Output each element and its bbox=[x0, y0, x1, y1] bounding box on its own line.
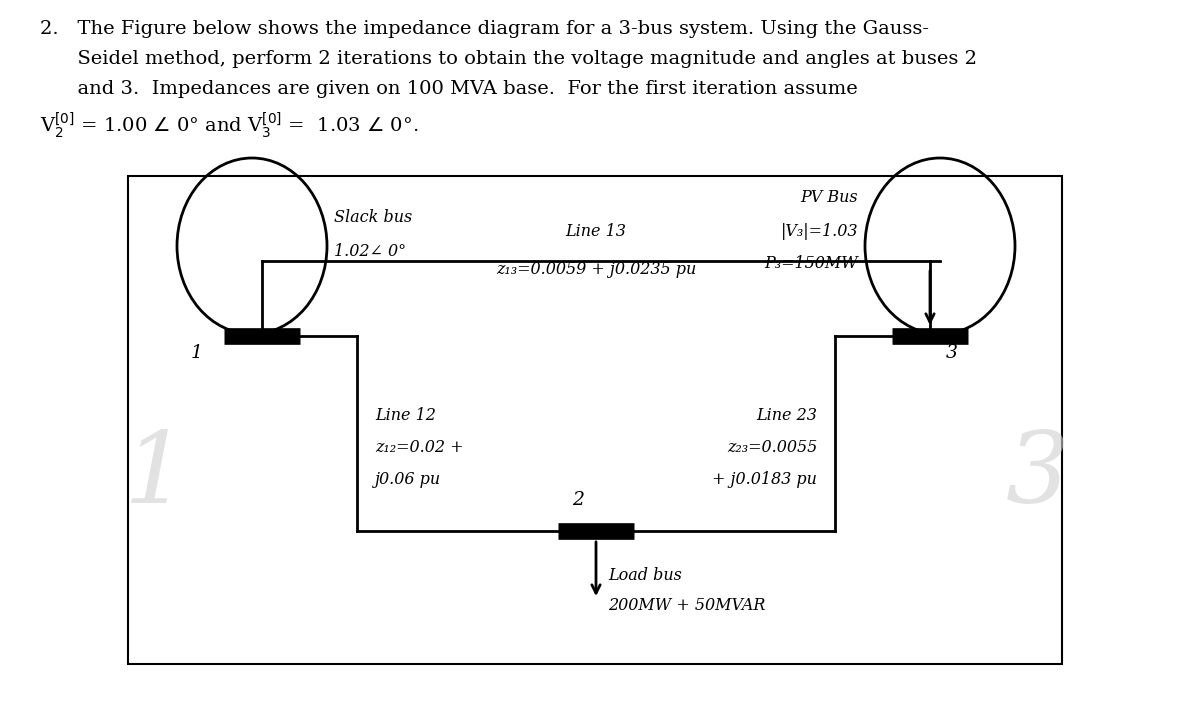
Text: Line 13: Line 13 bbox=[565, 222, 626, 239]
Text: 200MW + 50MVAR: 200MW + 50MVAR bbox=[608, 597, 766, 614]
Text: P₃=150MW: P₃=150MW bbox=[764, 256, 858, 273]
Text: j0.06 pu: j0.06 pu bbox=[374, 472, 442, 489]
Text: |V₃|=1.03: |V₃|=1.03 bbox=[780, 222, 858, 239]
Text: PV Bus: PV Bus bbox=[800, 189, 858, 206]
Text: Seidel method, perform 2 iterations to obtain the voltage magnitude and angles a: Seidel method, perform 2 iterations to o… bbox=[40, 50, 977, 68]
Text: 1: 1 bbox=[191, 344, 203, 362]
Bar bbox=[128, 176, 1062, 664]
Text: 1: 1 bbox=[124, 429, 187, 524]
Text: Slack bus: Slack bus bbox=[334, 210, 413, 227]
Text: V$_2^{[0]}$ = 1.00 $\angle$ 0° and V$_3^{[0]}$ =  1.03 $\angle$ 0°.: V$_2^{[0]}$ = 1.00 $\angle$ 0° and V$_3^… bbox=[40, 110, 419, 140]
Text: 3: 3 bbox=[1006, 429, 1070, 524]
Text: Load bus: Load bus bbox=[608, 568, 682, 585]
Text: 1.02∠ 0°: 1.02∠ 0° bbox=[334, 242, 406, 260]
Text: z₁₃=0.0059 + j0.0235 pu: z₁₃=0.0059 + j0.0235 pu bbox=[496, 261, 696, 278]
Text: 3: 3 bbox=[946, 344, 958, 362]
Text: Line 12: Line 12 bbox=[374, 407, 436, 424]
Text: 2: 2 bbox=[572, 491, 584, 509]
Text: 2.   The Figure below shows the impedance diagram for a 3-bus system. Using the : 2. The Figure below shows the impedance … bbox=[40, 20, 929, 38]
Text: z₁₂=0.02 +: z₁₂=0.02 + bbox=[374, 440, 463, 457]
Text: + j0.0183 pu: + j0.0183 pu bbox=[712, 472, 817, 489]
Text: z₂₃=0.0055: z₂₃=0.0055 bbox=[727, 440, 817, 457]
Text: and 3.  Impedances are given on 100 MVA base.  For the first iteration assume: and 3. Impedances are given on 100 MVA b… bbox=[40, 80, 858, 98]
Text: Line 23: Line 23 bbox=[756, 407, 817, 424]
